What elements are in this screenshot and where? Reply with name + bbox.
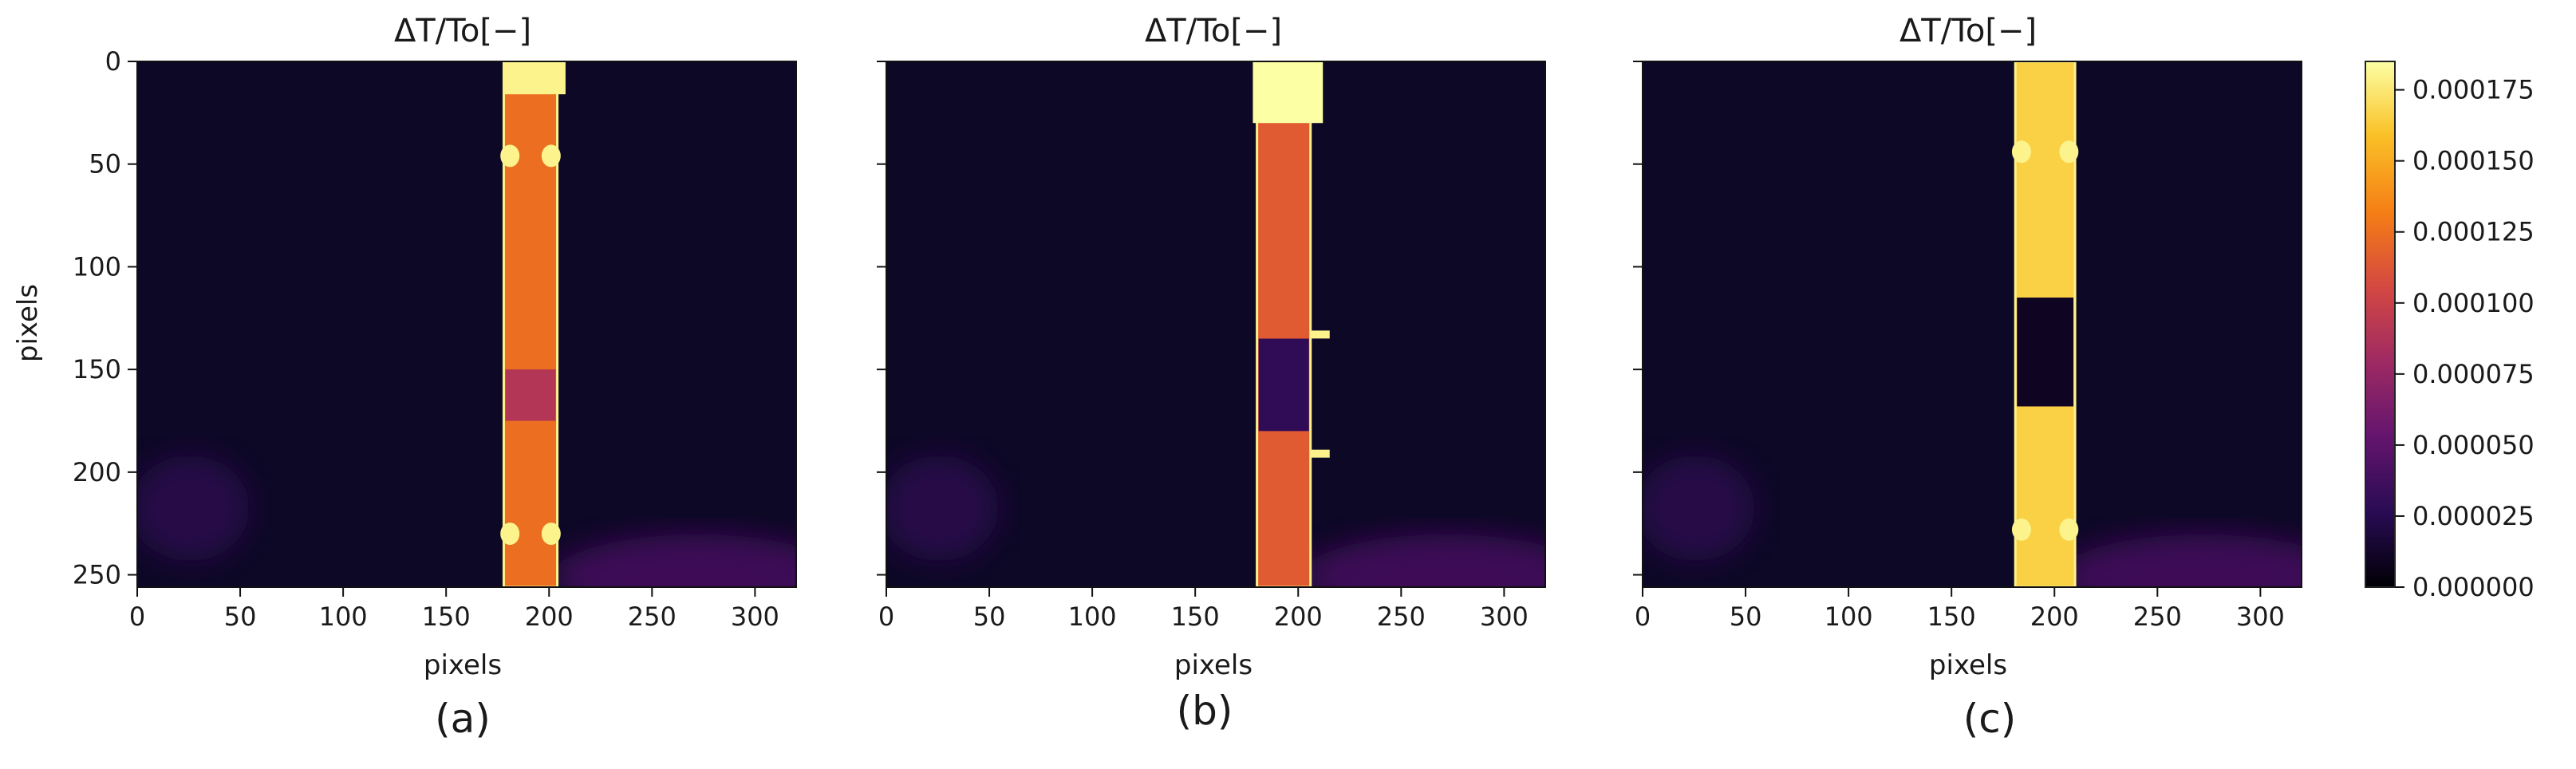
side-tab [1310, 449, 1330, 458]
y-axis-label: pixels [12, 284, 44, 362]
colorbar-tick-label: 0.000125 [2412, 217, 2535, 247]
x-tick-label: 250 [1377, 601, 1426, 632]
x-tick-label: 100 [1825, 601, 1873, 632]
marker-spot [2059, 140, 2079, 164]
marker-spot [541, 523, 561, 546]
dark-band [1258, 338, 1309, 432]
x-tick-label: 200 [2030, 601, 2079, 632]
bright-cap [503, 61, 566, 95]
panel-c: ΔT/To[−] 0 50 100 150 200 250 300 pixels (c) [1633, 13, 2302, 742]
marker-spot [500, 523, 520, 546]
x-tick-label: 0 [878, 601, 894, 632]
marker-spot [2059, 518, 2079, 541]
marker-spot [541, 144, 561, 168]
panel-title: ΔT/To[−] [1145, 13, 1282, 49]
y-tick-label: 100 [73, 251, 121, 282]
panel-b: ΔT/To[−] 0 50 100 150 200 250 300 pixels (b) [877, 13, 1546, 734]
plot-frame [136, 61, 797, 588]
x-tick-label: 50 [224, 601, 257, 632]
haze-region [552, 534, 796, 587]
x-tick-label: 150 [1171, 601, 1220, 632]
bright-cap [1252, 61, 1324, 124]
colorbar: 0.000000 0.000025 0.000050 0.000075 0.000100… [2365, 61, 2535, 602]
dark-band [505, 369, 556, 421]
plot-frame [1642, 61, 2302, 588]
heatmap-area: 0 50 100 150 200 250 300 0 50 100 150 200 250 [73, 46, 797, 632]
colorbar-gradient [2365, 61, 2396, 588]
marker-spot [2011, 140, 2031, 164]
x-axis-label: pixels [424, 649, 502, 681]
panel-label: (a) [435, 696, 491, 742]
x-tick-label: 150 [1927, 601, 1976, 632]
y-tick-label: 50 [89, 149, 121, 179]
x-tick-label: 200 [1274, 601, 1323, 632]
panel-a: ΔT/To[−] 0 50 100 150 200 250 300 0 50 100 150 200 2… [12, 13, 797, 742]
x-tick-label: 100 [319, 601, 368, 632]
haze-region [137, 455, 250, 562]
plot-frame [886, 61, 1546, 588]
x-tick-label: 50 [1730, 601, 1762, 632]
colorbar-tick-label: 0.000100 [2412, 288, 2535, 318]
colorbar-tick-label: 0.000000 [2412, 572, 2535, 602]
x-tick-label: 250 [2133, 601, 2182, 632]
haze-region [2057, 534, 2302, 587]
x-axis-label: pixels [1174, 649, 1252, 681]
heatmap-area: 0 50 100 150 200 250 300 [1633, 61, 2302, 632]
y-tick-label: 250 [73, 560, 121, 590]
strip [1256, 61, 1312, 587]
x-tick-label: 250 [628, 601, 677, 632]
dark-band [2017, 298, 2074, 407]
side-tab [1310, 330, 1330, 339]
colorbar-tick-label: 0.000175 [2412, 75, 2535, 105]
haze-region [886, 455, 999, 562]
x-tick-label: 100 [1068, 601, 1117, 632]
panel-label: (b) [1177, 688, 1233, 734]
x-tick-label: 0 [1635, 601, 1651, 632]
y-tick-label: 150 [73, 354, 121, 384]
x-tick-label: 150 [422, 601, 471, 632]
colorbar-tick-label: 0.000150 [2412, 146, 2535, 176]
panel-label: (c) [1963, 696, 2017, 742]
colorbar-tick-label: 0.000075 [2412, 359, 2535, 389]
x-tick-label: 200 [525, 601, 574, 632]
haze-region [1643, 455, 1755, 562]
x-tick-label: 300 [2236, 601, 2285, 632]
x-axis-label: pixels [1929, 649, 2007, 681]
heatmap-area: 0 50 100 150 200 250 300 [877, 61, 1546, 632]
x-tick-label: 300 [731, 601, 779, 632]
panel-title: ΔT/To[−] [394, 13, 531, 49]
strip [502, 61, 559, 587]
y-tick-label: 0 [105, 46, 121, 77]
colorbar-tick-label: 0.000025 [2412, 501, 2535, 531]
marker-spot [2011, 518, 2031, 541]
y-tick-label: 200 [73, 457, 121, 487]
colorbar-tick-label: 0.000050 [2412, 430, 2535, 460]
x-tick-label: 300 [1480, 601, 1529, 632]
panel-title: ΔT/To[−] [1899, 13, 2037, 49]
x-tick-label: 0 [129, 601, 145, 632]
marker-spot [500, 144, 520, 168]
haze-region [1301, 534, 1545, 587]
x-tick-label: 50 [973, 601, 1006, 632]
